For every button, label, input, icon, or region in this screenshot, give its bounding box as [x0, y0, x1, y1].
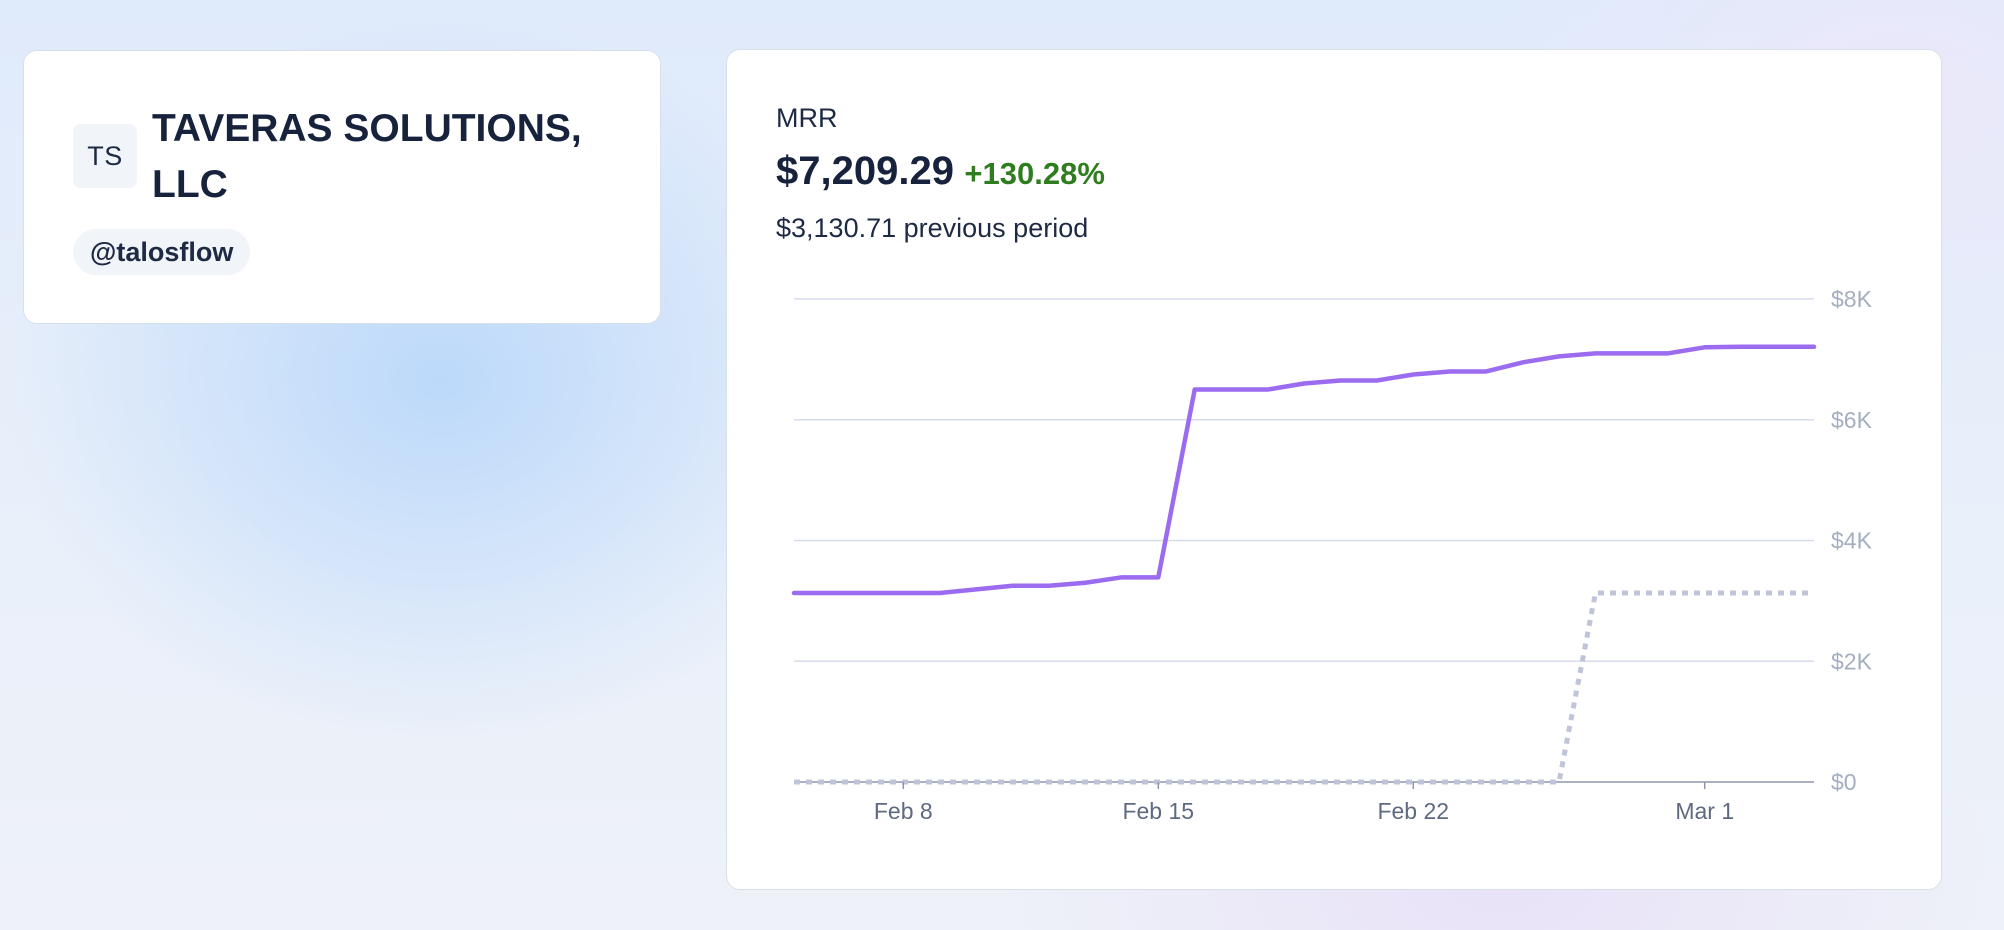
- chart-axes: $0 $2K $4K $6K $8K Feb 8 Feb 15 Feb 22 Mar 1: [874, 286, 1873, 824]
- y-tick-label: $4K: [1831, 528, 1873, 554]
- current-period-line: [791, 344, 1817, 596]
- x-tick-label: Feb 22: [1377, 798, 1449, 824]
- company-avatar: TS: [73, 124, 137, 188]
- mrr-line-chart[interactable]: $0 $2K $4K $6K $8K Feb 8 Feb 15 Feb 22 Mar 1: [727, 50, 1943, 891]
- y-tick-label: $0: [1831, 769, 1857, 795]
- x-tick-label: Feb 8: [874, 798, 933, 824]
- company-name: TAVERAS SOLUTIONS, LLC: [152, 107, 582, 206]
- chart-grid: [794, 298, 1814, 783]
- y-tick-label: $8K: [1831, 286, 1873, 312]
- y-tick-label: $2K: [1831, 648, 1873, 674]
- metric-change-badge: +130.28%: [964, 156, 1105, 191]
- metric-value-row: $7,209.29 +130.28%: [776, 149, 1105, 194]
- handle-badge[interactable]: @talosflow: [73, 229, 251, 275]
- chart-series: [791, 344, 1817, 785]
- mrr-chart-card: MRR $7,209.29 +130.28% $3,130.71 previou…: [726, 49, 1942, 890]
- previous-period-line: [794, 590, 1814, 785]
- x-tick-label: Feb 15: [1122, 798, 1194, 824]
- y-tick-label: $6K: [1831, 407, 1873, 433]
- x-tick-label: Mar 1: [1675, 798, 1734, 824]
- company-profile-card: TS TAVERAS SOLUTIONS, LLC @talosflow: [23, 50, 661, 324]
- metric-previous-period: $3,130.71 previous period: [776, 213, 1089, 243]
- metric-label: MRR: [776, 103, 838, 133]
- metric-value: $7,209.29: [776, 149, 954, 193]
- avatar-initials: TS: [87, 140, 123, 171]
